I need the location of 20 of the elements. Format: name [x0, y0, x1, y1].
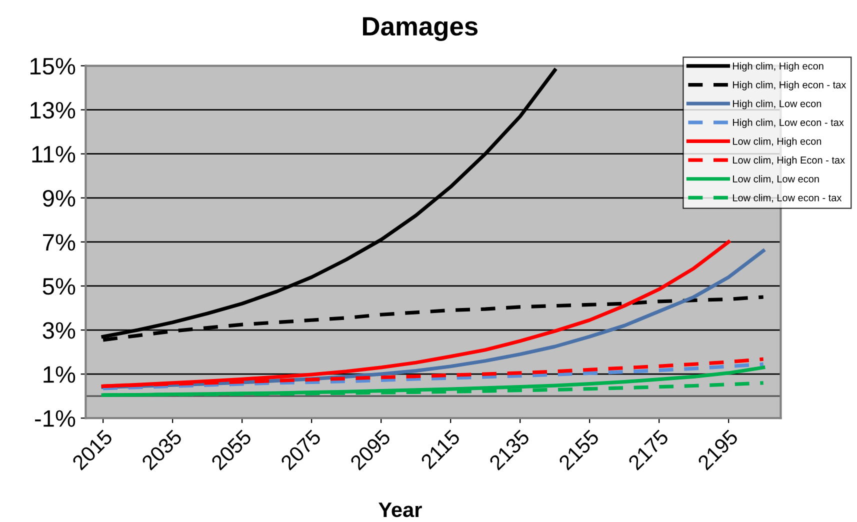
legend-label: Low clim, Low econ — [733, 175, 819, 184]
y-tick-label: -1% — [35, 410, 76, 427]
y-tick-label: 7% — [43, 234, 76, 251]
y-tick-label: 1% — [44, 366, 76, 383]
y-tick-label: 5% — [42, 278, 76, 295]
legend-label: Low clim, High Econ - tax — [733, 156, 845, 166]
y-tick-label: 11% — [32, 146, 76, 163]
legend-label: Low clim, High econ — [733, 137, 822, 147]
legend-label: High clim, High econ — [733, 62, 824, 72]
legend-label: High clim, Low econ — [733, 100, 822, 110]
y-tick-label: 9% — [42, 190, 76, 207]
legend-label: Low clim, Low econ - tax — [733, 194, 842, 202]
y-tick-label: 13% — [30, 102, 76, 119]
legend-label: High clim, High econ - tax — [733, 81, 846, 90]
x-axis-title: Year — [378, 502, 422, 518]
y-tick-label: 3% — [42, 322, 76, 339]
legend-label: High clim, Low econ - tax — [733, 118, 844, 128]
line-series — [101, 362, 766, 390]
y-tick-label: 15% — [30, 58, 76, 75]
chart-title: Damages — [363, 17, 478, 42]
